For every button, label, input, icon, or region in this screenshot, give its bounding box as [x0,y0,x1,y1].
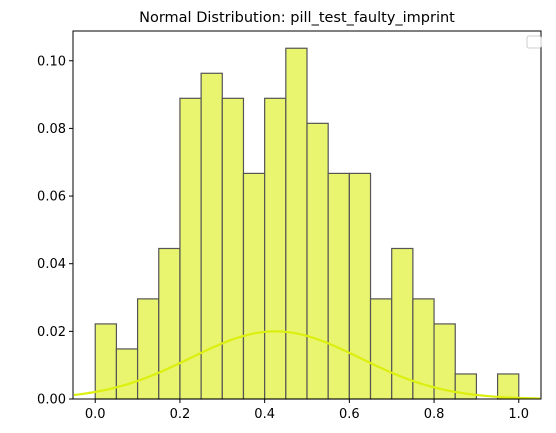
histogram-bar [369,298,393,400]
legend-box [526,35,542,49]
histogram-bar [327,172,350,400]
histogram-bar [221,97,245,400]
plot-frame [72,30,542,400]
x-tick-label: 0.0 [85,407,106,422]
chart-title: Normal Distribution: pill_test_faulty_im… [139,10,455,26]
histogram-bar [158,247,181,400]
histogram-bars [94,47,520,400]
histogram-bar [306,122,329,400]
x-tick-label: 0.2 [170,407,191,422]
histogram-bar [115,348,139,400]
histogram-bar [136,298,160,400]
y-tick-label: 0.00 [37,393,66,408]
y-tick-label: 0.08 [37,122,66,137]
histogram-bar [496,373,520,400]
y-tick-label: 0.06 [37,190,66,205]
axes: 0.0 0.2 0.4 0.6 0.8 1.0 0.00 0.02 0.04 0.06 0.08 0.… [37,30,542,422]
histogram-bar [285,47,308,400]
histogram-bar [348,172,372,400]
y-tick-label: 0.02 [37,325,66,340]
y-tick-label: 0.04 [37,257,66,272]
y-tick-label: 0.10 [37,54,66,69]
histogram-bar [242,172,266,400]
x-tick-label: 1.0 [508,407,529,422]
x-tick-label: 0.8 [424,407,445,422]
histogram-bar [264,97,287,400]
x-tick-label: 0.4 [254,407,275,422]
histogram-bar [200,72,223,400]
pdf-curve [73,330,540,400]
legend [526,35,542,49]
x-tick-label: 0.6 [339,407,360,422]
pdf-curve-layer [73,330,540,400]
